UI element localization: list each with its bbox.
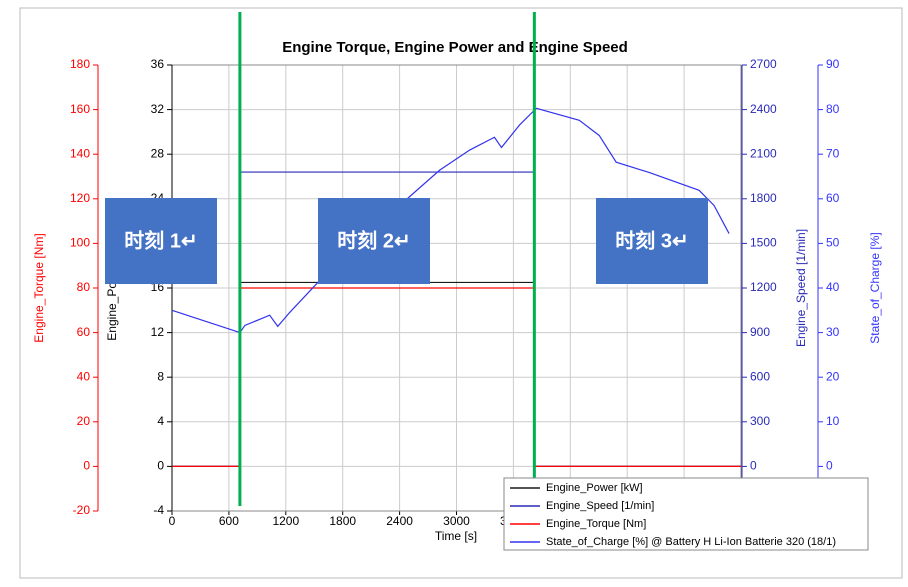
series-line xyxy=(172,287,741,467)
annotation-text: 时刻 2↵ xyxy=(337,228,410,252)
y-tick-label: 36 xyxy=(151,57,165,71)
y-tick-label: 100 xyxy=(70,236,90,250)
y-tick-label: 2100 xyxy=(750,146,777,160)
x-tick-label: 3000 xyxy=(443,514,470,528)
y-tick-label: 90 xyxy=(826,57,840,71)
legend-label: Engine_Torque [Nm] xyxy=(546,518,646,530)
y-tick-label: 1500 xyxy=(750,236,777,250)
y-tick-label: 0 xyxy=(157,459,164,473)
y-tick-label: 1800 xyxy=(750,191,777,205)
y-tick-label: 60 xyxy=(826,191,840,205)
y-tick-label: 0 xyxy=(750,459,757,473)
y-tick-label: 900 xyxy=(750,325,770,339)
chart-title: Engine Torque, Engine Power and Engine S… xyxy=(282,39,628,56)
y-tick-label: 4 xyxy=(157,414,164,428)
legend-label: State_of_Charge [%] @ Battery H Li-Ion B… xyxy=(546,536,836,548)
x-tick-label: 2400 xyxy=(386,514,413,528)
legend xyxy=(503,477,869,551)
x-tick-label: 600 xyxy=(219,514,239,528)
series-line xyxy=(171,107,730,334)
y-tick-label: 30 xyxy=(826,325,840,339)
y-tick-label: 50 xyxy=(826,236,840,250)
y-tick-label: 8 xyxy=(157,369,164,383)
y-tick-label: 20 xyxy=(826,369,840,383)
annotation-box xyxy=(318,198,430,284)
y-tick-label: -20 xyxy=(73,503,91,517)
y-tick-label: 600 xyxy=(750,369,770,383)
y-tick-label: 0 xyxy=(826,459,833,473)
y-tick-label: 0 xyxy=(83,459,90,473)
y-tick-label: 12 xyxy=(151,325,165,339)
y-tick-label: 20 xyxy=(77,414,91,428)
frame xyxy=(19,7,903,579)
x-tick-label: 0 xyxy=(169,514,176,528)
y-tick-label: 32 xyxy=(151,102,165,116)
y-tick-label: 60 xyxy=(77,325,91,339)
y-tick-label: 140 xyxy=(70,146,90,160)
annotation-text: 时刻 3↵ xyxy=(615,228,688,252)
y-tick-label: 2700 xyxy=(750,57,777,71)
y-axis-label: State_of_Charge [%] xyxy=(868,232,882,343)
y-tick-label: 1200 xyxy=(750,280,777,294)
x-tick-label: 1800 xyxy=(329,514,356,528)
annotation-text: 时刻 1↵ xyxy=(124,228,197,252)
annotation-box xyxy=(105,198,217,284)
y-tick-label: 28 xyxy=(151,146,165,160)
y-tick-label: 80 xyxy=(77,280,91,294)
y-tick-label: 70 xyxy=(826,146,840,160)
y-tick-label: 10 xyxy=(826,414,840,428)
y-tick-label: 160 xyxy=(70,102,90,116)
x-tick-label: 1200 xyxy=(272,514,299,528)
y-tick-label: 120 xyxy=(70,191,90,205)
y-axis-label: Engine_Speed [1/min] xyxy=(794,229,808,347)
legend-label: Engine_Speed [1/min] xyxy=(546,500,654,512)
y-tick-label: 180 xyxy=(70,57,90,71)
y-tick-label: 2400 xyxy=(750,102,777,116)
y-tick-label: 300 xyxy=(750,414,770,428)
legend-label: Engine_Power [kW] xyxy=(546,482,643,494)
y-tick-label: 40 xyxy=(77,369,91,383)
y-tick-label: -4 xyxy=(153,503,164,517)
y-tick-label: 80 xyxy=(826,102,840,116)
y-axis-label: Engine_Torque [Nm] xyxy=(32,233,46,342)
annotation-box xyxy=(596,198,708,284)
x-axis-label: Time [s] xyxy=(435,529,477,543)
y-tick-label: 40 xyxy=(826,280,840,294)
